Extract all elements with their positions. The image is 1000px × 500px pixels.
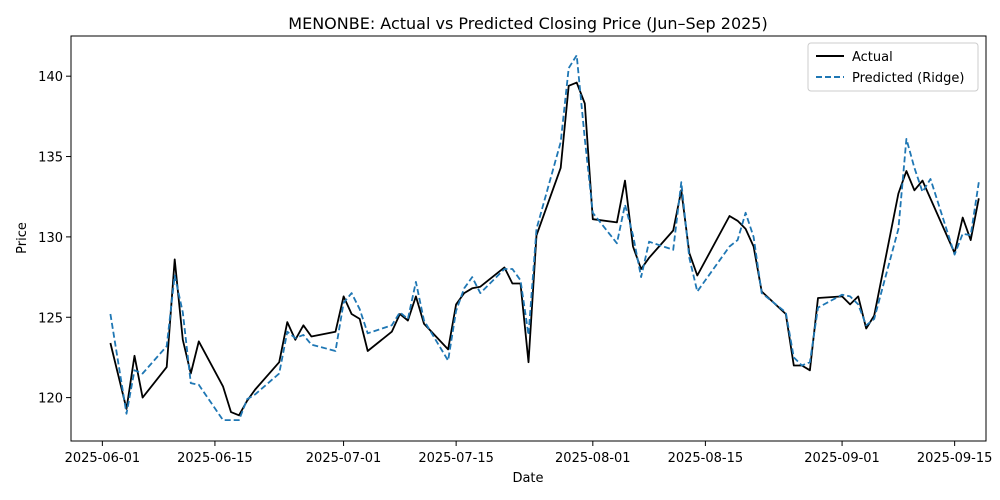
legend-label-actual: Actual (852, 50, 893, 65)
legend: Actual Predicted (Ridge) (807, 42, 979, 92)
y-tick-label: 120 (38, 392, 63, 407)
x-tick-label: 2025-07-15 (418, 451, 494, 466)
plot-area (70, 35, 987, 442)
x-axis-label: Date (512, 471, 543, 486)
legend-box (807, 42, 979, 92)
x-tick-label: 2025-07-01 (306, 451, 382, 466)
chart-title: MENONBE: Actual vs Predicted Closing Pri… (288, 14, 767, 33)
x-axis: 2025-06-01 2025-06-15 2025-07-01 2025-07-15… (65, 441, 993, 466)
x-tick-label: 2025-06-01 (65, 451, 141, 466)
y-tick-label: 130 (38, 231, 63, 246)
y-axis-label: Price (15, 222, 30, 254)
x-tick-label: 2025-09-01 (804, 451, 880, 466)
series-line-actual (109, 81, 980, 417)
series-layer (109, 54, 980, 421)
x-tick-label: 2025-06-15 (177, 451, 253, 466)
plot-frame (70, 35, 987, 442)
y-tick-label: 125 (38, 311, 63, 326)
legend-label-predicted: Predicted (Ridge) (852, 71, 964, 86)
x-tick-label: 2025-08-01 (555, 451, 631, 466)
y-tick-label: 135 (38, 151, 63, 166)
x-tick-label: 2025-09-15 (917, 451, 993, 466)
y-axis: 120 125 130 135 140 (38, 70, 71, 407)
x-tick-label: 2025-08-15 (668, 451, 744, 466)
y-tick-label: 140 (38, 70, 63, 85)
